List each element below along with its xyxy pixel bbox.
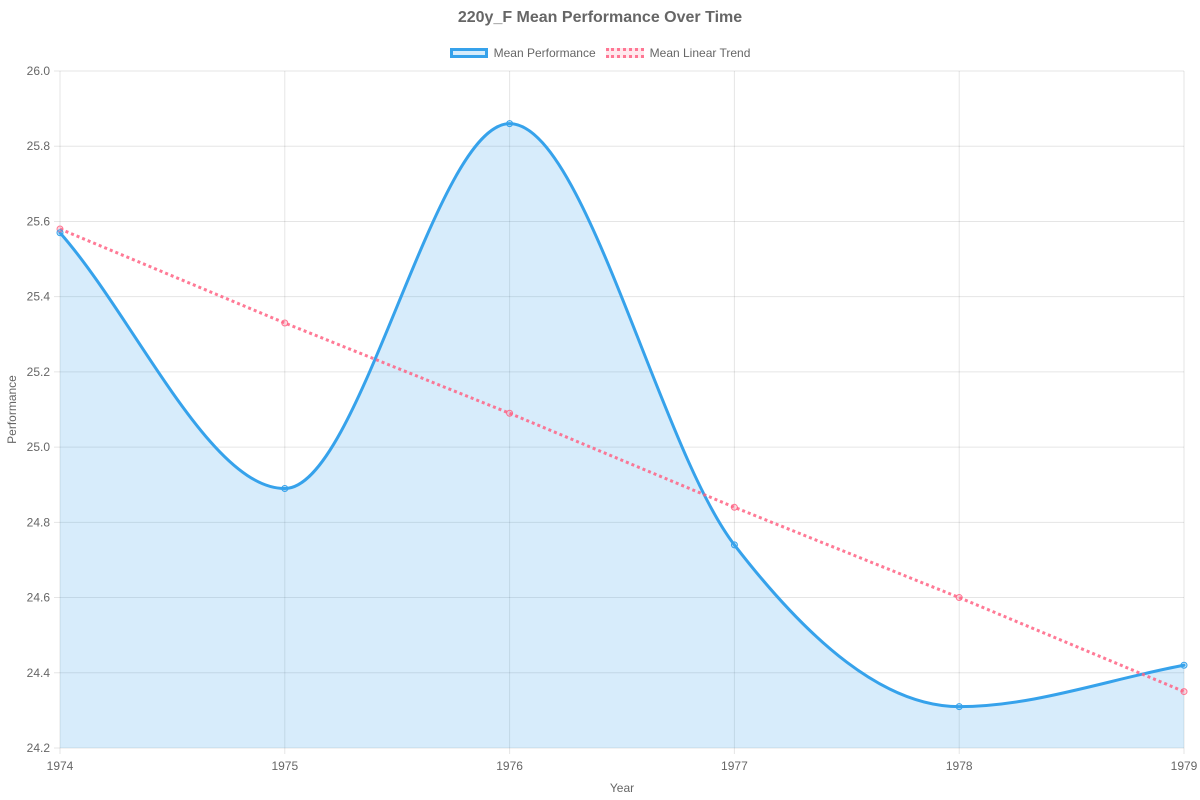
y-tick-label: 24.4 — [27, 666, 51, 680]
mean-performance-line — [58, 122, 1186, 709]
y-tick-label: 25.8 — [27, 139, 51, 153]
y-tick-label: 24.8 — [27, 515, 51, 529]
trend-point — [506, 409, 514, 417]
x-tick-label: 1977 — [721, 759, 748, 773]
performance-point — [281, 484, 289, 492]
legend-label-mean-linear-trend: Mean Linear Trend — [649, 46, 751, 60]
trend-point — [281, 319, 289, 327]
trend-point — [730, 503, 738, 511]
y-tick-label: 25.6 — [27, 214, 51, 228]
trend-point — [1180, 688, 1188, 696]
y-tick-label: 26.0 — [27, 64, 51, 78]
x-axis-title: Year — [610, 781, 634, 795]
legend-swatch-mean-performance — [449, 48, 488, 58]
y-axis-title: Performance — [5, 375, 19, 444]
legend-item-mean-linear-trend[interactable]: Mean Linear Trend — [605, 46, 751, 60]
legend-item-mean-performance[interactable]: Mean Performance — [449, 46, 596, 60]
performance-point — [1180, 661, 1188, 669]
x-tick-label: 1975 — [271, 759, 298, 773]
legend-label-mean-performance: Mean Performance — [493, 46, 596, 60]
y-tick-label: 25.2 — [27, 365, 51, 379]
performance-point — [730, 541, 738, 549]
x-tick-label: 1976 — [496, 759, 523, 773]
y-tick-label: 25.4 — [27, 290, 51, 304]
trend-point — [955, 594, 963, 602]
x-tick-label: 1974 — [47, 759, 74, 773]
performance-point — [955, 703, 963, 711]
x-tick-label: 1979 — [1171, 759, 1198, 773]
y-tick-label: 25.0 — [27, 440, 51, 454]
y-tick-label: 24.6 — [27, 591, 51, 605]
mean-linear-trend-line — [59, 227, 1185, 693]
x-tick-label: 1978 — [946, 759, 973, 773]
performance-point — [506, 120, 514, 128]
performance-point — [56, 229, 64, 237]
legend: Mean Performance Mean Linear Trend — [0, 46, 1200, 60]
chart-title: 220y_F Mean Performance Over Time — [457, 9, 743, 26]
legend-swatch-mean-linear-trend — [605, 48, 644, 58]
mean-performance-area — [60, 123, 1184, 748]
y-tick-label: 24.2 — [27, 741, 51, 755]
